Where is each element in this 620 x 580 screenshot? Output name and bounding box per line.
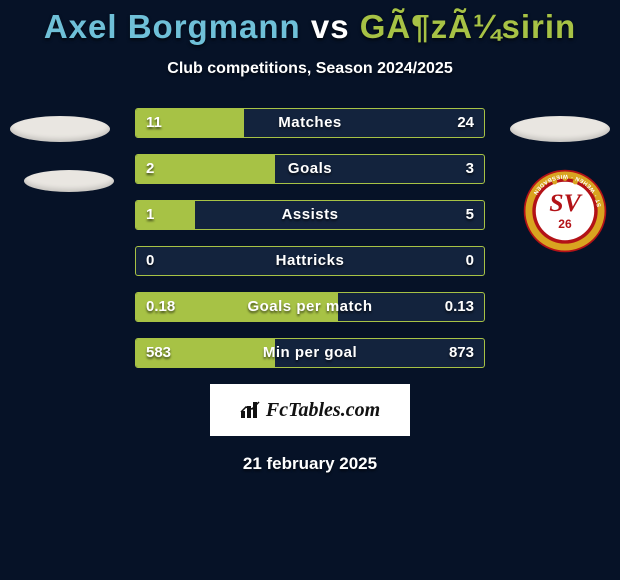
stat-row: 583873Min per goal — [135, 338, 485, 368]
stat-row: 23Goals — [135, 154, 485, 184]
stat-label: Hattricks — [136, 247, 484, 275]
stat-row: 00Hattricks — [135, 246, 485, 276]
player2-photo-placeholder — [510, 116, 610, 142]
title-vs: vs — [311, 8, 350, 45]
subtitle: Club competitions, Season 2024/2025 — [0, 60, 620, 78]
svg-text:SV: SV — [549, 188, 582, 217]
bars-icon — [240, 401, 262, 419]
date-text: 21 february 2025 — [0, 454, 620, 474]
stat-label: Matches — [136, 109, 484, 137]
stat-row: 0.180.13Goals per match — [135, 292, 485, 322]
title-player2: GÃ¶zÃ¼sirin — [360, 8, 576, 45]
stat-bars: 1124Matches 23Goals 15Assists 00Hattricks 0.… — [135, 108, 485, 368]
title-player1: Axel Borgmann — [44, 8, 301, 45]
stat-row: 1124Matches — [135, 108, 485, 138]
page-title: Axel Borgmann vs GÃ¶zÃ¼sirin — [0, 0, 620, 46]
watermark-box: FcTables.com — [210, 384, 410, 436]
stat-label: Goals — [136, 155, 484, 183]
player1-photo-placeholder — [10, 116, 110, 142]
player1-club-placeholder — [24, 170, 114, 192]
stat-label: Min per goal — [136, 339, 484, 367]
stat-row: 15Assists — [135, 200, 485, 230]
watermark-brand: FcTables.com — [240, 399, 380, 422]
svg-text:26: 26 — [558, 217, 572, 231]
watermark-text: FcTables.com — [266, 399, 380, 422]
player2-club-crest: SV 26 ST · WEHEN · WIESBADEN — [522, 168, 608, 254]
stat-label: Assists — [136, 201, 484, 229]
comparison-panel: SV 26 ST · WEHEN · WIESBADEN 1124Matches… — [0, 108, 620, 368]
stat-label: Goals per match — [136, 293, 484, 321]
